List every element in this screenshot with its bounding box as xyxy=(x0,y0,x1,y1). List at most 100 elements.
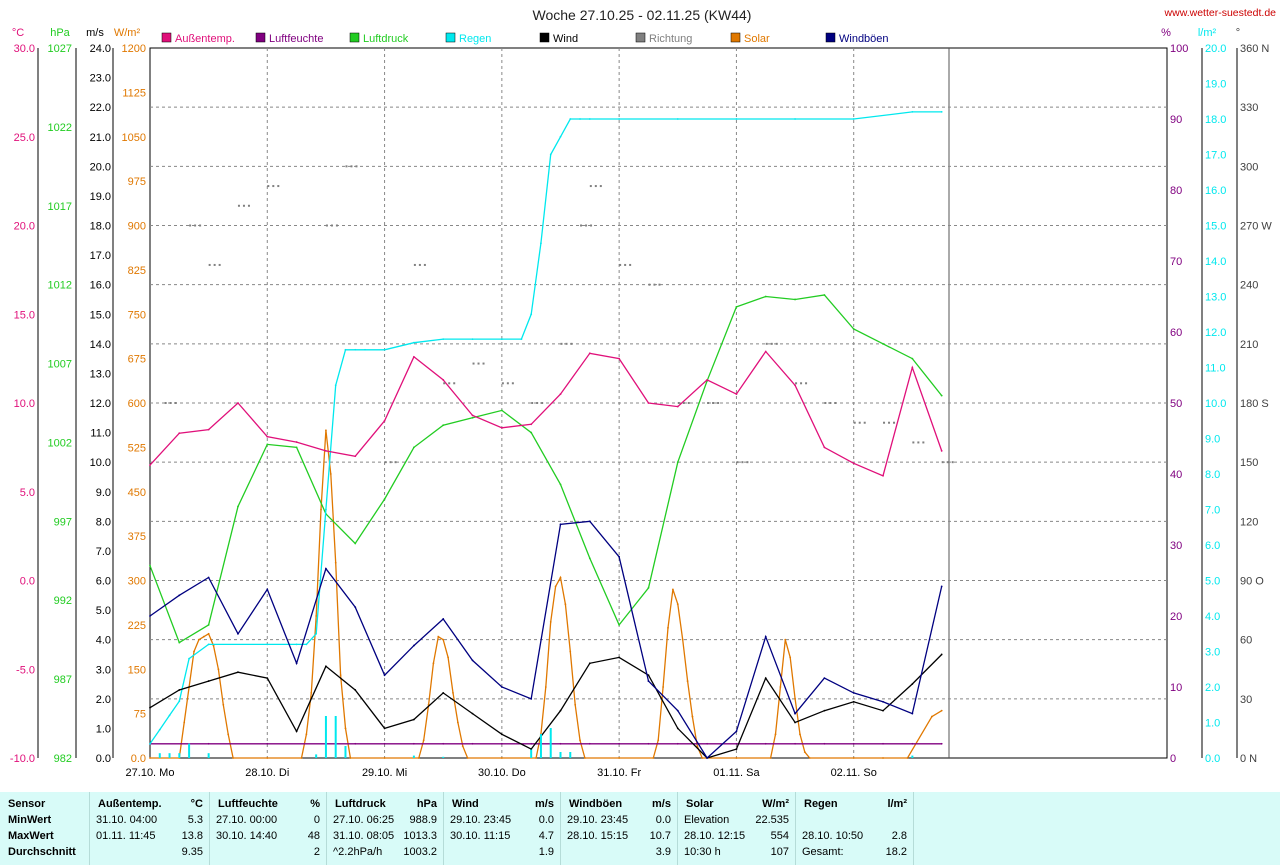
data-point xyxy=(652,757,655,759)
data-point xyxy=(530,742,533,745)
direction-axis-tick: 180 S xyxy=(1240,398,1269,410)
stats-header: Luftfeuchte% xyxy=(218,798,320,810)
legend-swatch xyxy=(161,32,172,43)
data-point xyxy=(667,626,669,629)
data-point xyxy=(774,733,777,736)
direction-point xyxy=(682,402,685,404)
data-point xyxy=(784,638,787,641)
series-line-Windböen xyxy=(149,520,943,760)
data-point xyxy=(266,443,269,446)
statistics-table: Sensor MinWert MaxWert Durchschnitt Außentem… xyxy=(0,792,1280,865)
direction-point xyxy=(863,421,866,424)
data-point xyxy=(676,405,679,408)
data-point xyxy=(588,557,591,560)
rain-axis-tick: 13.0 xyxy=(1205,292,1226,304)
website-link[interactable]: www.wetter-suestedt.de xyxy=(1164,7,1277,19)
wind-axis: m/s 24.0 23.0 22.0 21.0 20.0 19.0 18.0 17.0 16.0 1… xyxy=(86,27,111,765)
rain-axis-tick: 15.0 xyxy=(1205,221,1226,233)
data-point xyxy=(237,402,239,404)
data-point xyxy=(149,742,151,745)
pressure-axis-tick: 997 xyxy=(54,516,72,528)
solar-axis-tick: 0.0 xyxy=(131,753,146,765)
data-point xyxy=(178,700,181,703)
direction-point xyxy=(883,421,886,424)
temp-axis-tick: 10.0 xyxy=(14,398,35,410)
wind-axis-tick: 8.0 xyxy=(96,516,111,528)
data-point xyxy=(383,727,386,730)
legend-label: Windböen xyxy=(839,33,889,45)
data-point xyxy=(549,153,552,156)
data-point xyxy=(412,446,415,449)
stats-row: ^2.2hPa/h 1003.2 xyxy=(333,846,437,858)
data-point xyxy=(325,508,327,511)
direction-point xyxy=(164,402,167,404)
data-point xyxy=(207,680,210,682)
series-Solar xyxy=(149,429,943,759)
stats-row: Gesamt: 18.2 xyxy=(802,846,907,858)
data-point xyxy=(354,742,357,745)
direction-point xyxy=(501,382,504,385)
stats-row: 28.10. 10:50 2.8 xyxy=(802,830,907,842)
data-point xyxy=(349,757,352,759)
wind-axis-tick: 14.0 xyxy=(90,339,111,351)
stats-header: Außentemp. °C xyxy=(98,798,203,810)
data-point xyxy=(207,742,210,745)
wind-axis-unit: m/s xyxy=(86,27,104,39)
pressure-axis-tick: 992 xyxy=(54,595,72,607)
data-point xyxy=(799,733,801,736)
data-point xyxy=(588,520,591,523)
direction-point xyxy=(199,224,202,227)
humidity-axis-unit: % xyxy=(1161,27,1171,39)
stats-header: Regen l/m² xyxy=(804,798,907,810)
data-point xyxy=(412,718,415,721)
data-point xyxy=(588,352,591,355)
stats-row: 27.10. 00:00 0 xyxy=(216,814,320,826)
direction-axis-tick: 360 N xyxy=(1240,43,1269,55)
direction-point xyxy=(472,362,475,365)
legend-label: Richtung xyxy=(649,33,692,45)
direction-point xyxy=(941,461,944,464)
data-point xyxy=(530,423,533,426)
legend: Außentemp. Luftfeuchte Luftdruck Regen Wind R… xyxy=(161,32,889,45)
humidity-axis-tick: 40 xyxy=(1170,469,1182,481)
temp-axis-tick: 15.0 xyxy=(14,309,35,321)
temp-axis-tick: -10.0 xyxy=(10,753,35,765)
wind-axis-tick: 5.0 xyxy=(96,605,111,617)
data-point xyxy=(569,118,572,120)
wind-axis-tick: 21.0 xyxy=(90,132,111,144)
pressure-axis-tick: 1002 xyxy=(48,437,72,449)
data-point xyxy=(530,431,533,434)
direction-point xyxy=(189,224,192,227)
rain-bar xyxy=(168,753,171,758)
rain-axis-tick: 11.0 xyxy=(1205,363,1226,375)
data-point xyxy=(647,402,650,404)
stats-column-hum: Luftfeuchte% 27.10. 00:00 0 30.10. 14:40 48 2 xyxy=(210,792,327,865)
direction-point xyxy=(531,402,534,404)
stats-row xyxy=(796,814,913,830)
direction-point xyxy=(580,224,583,227)
direction-point xyxy=(477,362,480,365)
data-point xyxy=(344,348,347,351)
data-point xyxy=(500,686,503,688)
axes: °C 30.0 25.0 20.0 15.0 10.0 5.0 0.0 -5.0 -10.0 hPa… xyxy=(10,27,1272,765)
data-point xyxy=(911,683,914,685)
data-point xyxy=(588,118,591,120)
series-Richtung xyxy=(164,165,954,464)
data-point xyxy=(735,757,738,759)
data-point xyxy=(471,416,474,419)
data-point xyxy=(647,742,650,745)
direction-point xyxy=(912,441,915,444)
stats-column-rain: Regen l/m² 28.10. 10:50 2.8 Gesamt: 18.2 xyxy=(796,792,914,865)
direction-point xyxy=(858,421,861,424)
rain-axis-tick: 10.0 xyxy=(1205,398,1226,410)
rain-bars xyxy=(158,716,914,758)
data-point xyxy=(383,348,386,351)
data-point xyxy=(383,674,386,677)
data-point xyxy=(266,643,269,646)
rain-axis-tick: 17.0 xyxy=(1205,150,1226,162)
data-point xyxy=(471,659,474,662)
data-point xyxy=(266,435,269,438)
temp-axis-tick: 30.0 xyxy=(14,43,35,55)
data-point xyxy=(823,294,826,296)
data-point xyxy=(657,739,660,742)
